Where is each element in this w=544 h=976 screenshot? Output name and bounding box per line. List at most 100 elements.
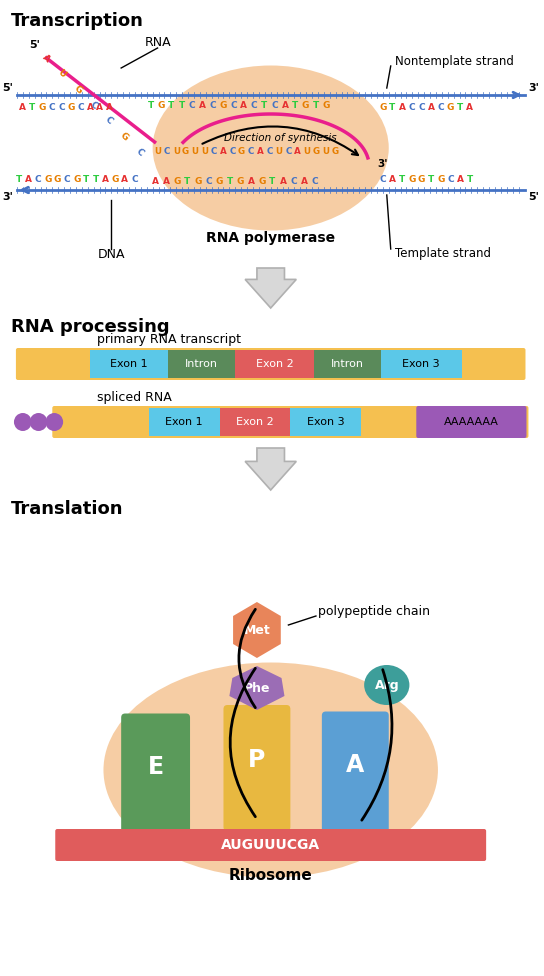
- Text: C: C: [267, 147, 273, 156]
- Text: C: C: [418, 102, 425, 111]
- Text: C: C: [447, 176, 454, 184]
- FancyBboxPatch shape: [224, 705, 290, 831]
- Text: C: C: [251, 101, 257, 109]
- Text: Direction of synthesis: Direction of synthesis: [224, 133, 337, 143]
- Text: A: A: [399, 102, 406, 111]
- Text: C: C: [271, 101, 278, 109]
- Text: G: G: [418, 176, 425, 184]
- Text: RNA processing: RNA processing: [11, 318, 170, 336]
- Text: T: T: [16, 176, 22, 184]
- Text: Exon 3: Exon 3: [403, 359, 440, 369]
- Text: U: U: [322, 147, 329, 156]
- Text: A: A: [41, 53, 52, 63]
- Polygon shape: [230, 666, 285, 710]
- Text: A: A: [96, 102, 103, 111]
- Text: C: C: [88, 100, 98, 110]
- Text: G: G: [39, 102, 46, 111]
- Circle shape: [30, 413, 47, 431]
- Text: T: T: [168, 101, 175, 109]
- Text: 3': 3': [528, 83, 539, 93]
- Text: G: G: [313, 147, 320, 156]
- Text: T: T: [184, 178, 190, 186]
- Text: U: U: [56, 68, 68, 79]
- Text: T: T: [93, 176, 99, 184]
- Text: T: T: [292, 101, 299, 109]
- Text: C: C: [189, 101, 195, 109]
- Text: U: U: [276, 147, 282, 156]
- Text: primary RNA transcript: primary RNA transcript: [97, 334, 240, 346]
- Ellipse shape: [364, 665, 410, 705]
- Text: Exon 1: Exon 1: [165, 417, 203, 427]
- Text: A: A: [346, 753, 364, 777]
- Text: G: G: [157, 101, 165, 109]
- Text: C: C: [229, 147, 236, 156]
- Ellipse shape: [103, 663, 438, 877]
- Text: Exon 2: Exon 2: [256, 359, 294, 369]
- Text: Nontemplate strand: Nontemplate strand: [394, 56, 514, 68]
- Text: A: A: [102, 176, 109, 184]
- Text: G: G: [379, 102, 387, 111]
- Text: C: C: [131, 176, 138, 184]
- Text: C: C: [64, 176, 70, 184]
- Text: C: C: [35, 176, 41, 184]
- Text: G: G: [437, 176, 444, 184]
- Circle shape: [14, 413, 32, 431]
- FancyBboxPatch shape: [381, 350, 461, 378]
- Text: Phe: Phe: [244, 681, 270, 695]
- Text: P: P: [248, 748, 265, 772]
- FancyBboxPatch shape: [121, 713, 190, 836]
- Text: U: U: [304, 147, 311, 156]
- Text: C: C: [164, 147, 170, 156]
- Text: T: T: [83, 176, 89, 184]
- Text: AUGUUUCGA: AUGUUUCGA: [221, 838, 320, 852]
- Text: T: T: [428, 176, 434, 184]
- Text: Intron: Intron: [186, 359, 218, 369]
- Text: G: G: [54, 176, 61, 184]
- Text: U: U: [191, 147, 199, 156]
- Text: A: A: [248, 178, 255, 186]
- Text: Transcription: Transcription: [11, 12, 144, 30]
- Text: Exon 1: Exon 1: [110, 359, 148, 369]
- Text: AAA: AAA: [245, 830, 269, 840]
- Text: 5': 5': [528, 192, 539, 202]
- Polygon shape: [245, 448, 296, 490]
- FancyBboxPatch shape: [220, 408, 290, 436]
- FancyBboxPatch shape: [169, 350, 236, 378]
- Text: G: G: [258, 178, 265, 186]
- Text: G: G: [72, 84, 83, 95]
- Text: 3': 3': [2, 192, 13, 202]
- Text: G: G: [408, 176, 416, 184]
- Text: A: A: [87, 102, 94, 111]
- Text: C: C: [380, 176, 386, 184]
- Text: G: G: [332, 147, 339, 156]
- Ellipse shape: [153, 65, 389, 230]
- Text: C: C: [409, 102, 415, 111]
- Polygon shape: [245, 268, 296, 308]
- Text: E: E: [147, 755, 164, 779]
- FancyBboxPatch shape: [416, 406, 527, 438]
- FancyBboxPatch shape: [314, 350, 381, 378]
- Text: G: G: [194, 178, 202, 186]
- Text: T: T: [227, 178, 233, 186]
- Text: C: C: [211, 147, 217, 156]
- Text: A: A: [456, 176, 463, 184]
- Text: C: C: [48, 102, 55, 111]
- Text: G: G: [173, 178, 181, 186]
- Text: A: A: [389, 176, 396, 184]
- Text: G: G: [447, 102, 454, 111]
- Text: Met: Met: [244, 624, 270, 636]
- Text: G: G: [119, 131, 130, 142]
- Text: 5': 5': [29, 40, 40, 50]
- Text: G: G: [302, 101, 310, 109]
- Text: C: C: [312, 178, 318, 186]
- Text: T: T: [457, 102, 463, 111]
- Text: C: C: [285, 147, 292, 156]
- Text: C: C: [77, 102, 84, 111]
- Text: G: G: [44, 176, 52, 184]
- Text: U: U: [154, 147, 161, 156]
- Text: T: T: [178, 101, 185, 109]
- FancyBboxPatch shape: [322, 712, 389, 834]
- FancyBboxPatch shape: [149, 408, 220, 436]
- Text: A: A: [281, 101, 288, 109]
- FancyBboxPatch shape: [55, 829, 486, 861]
